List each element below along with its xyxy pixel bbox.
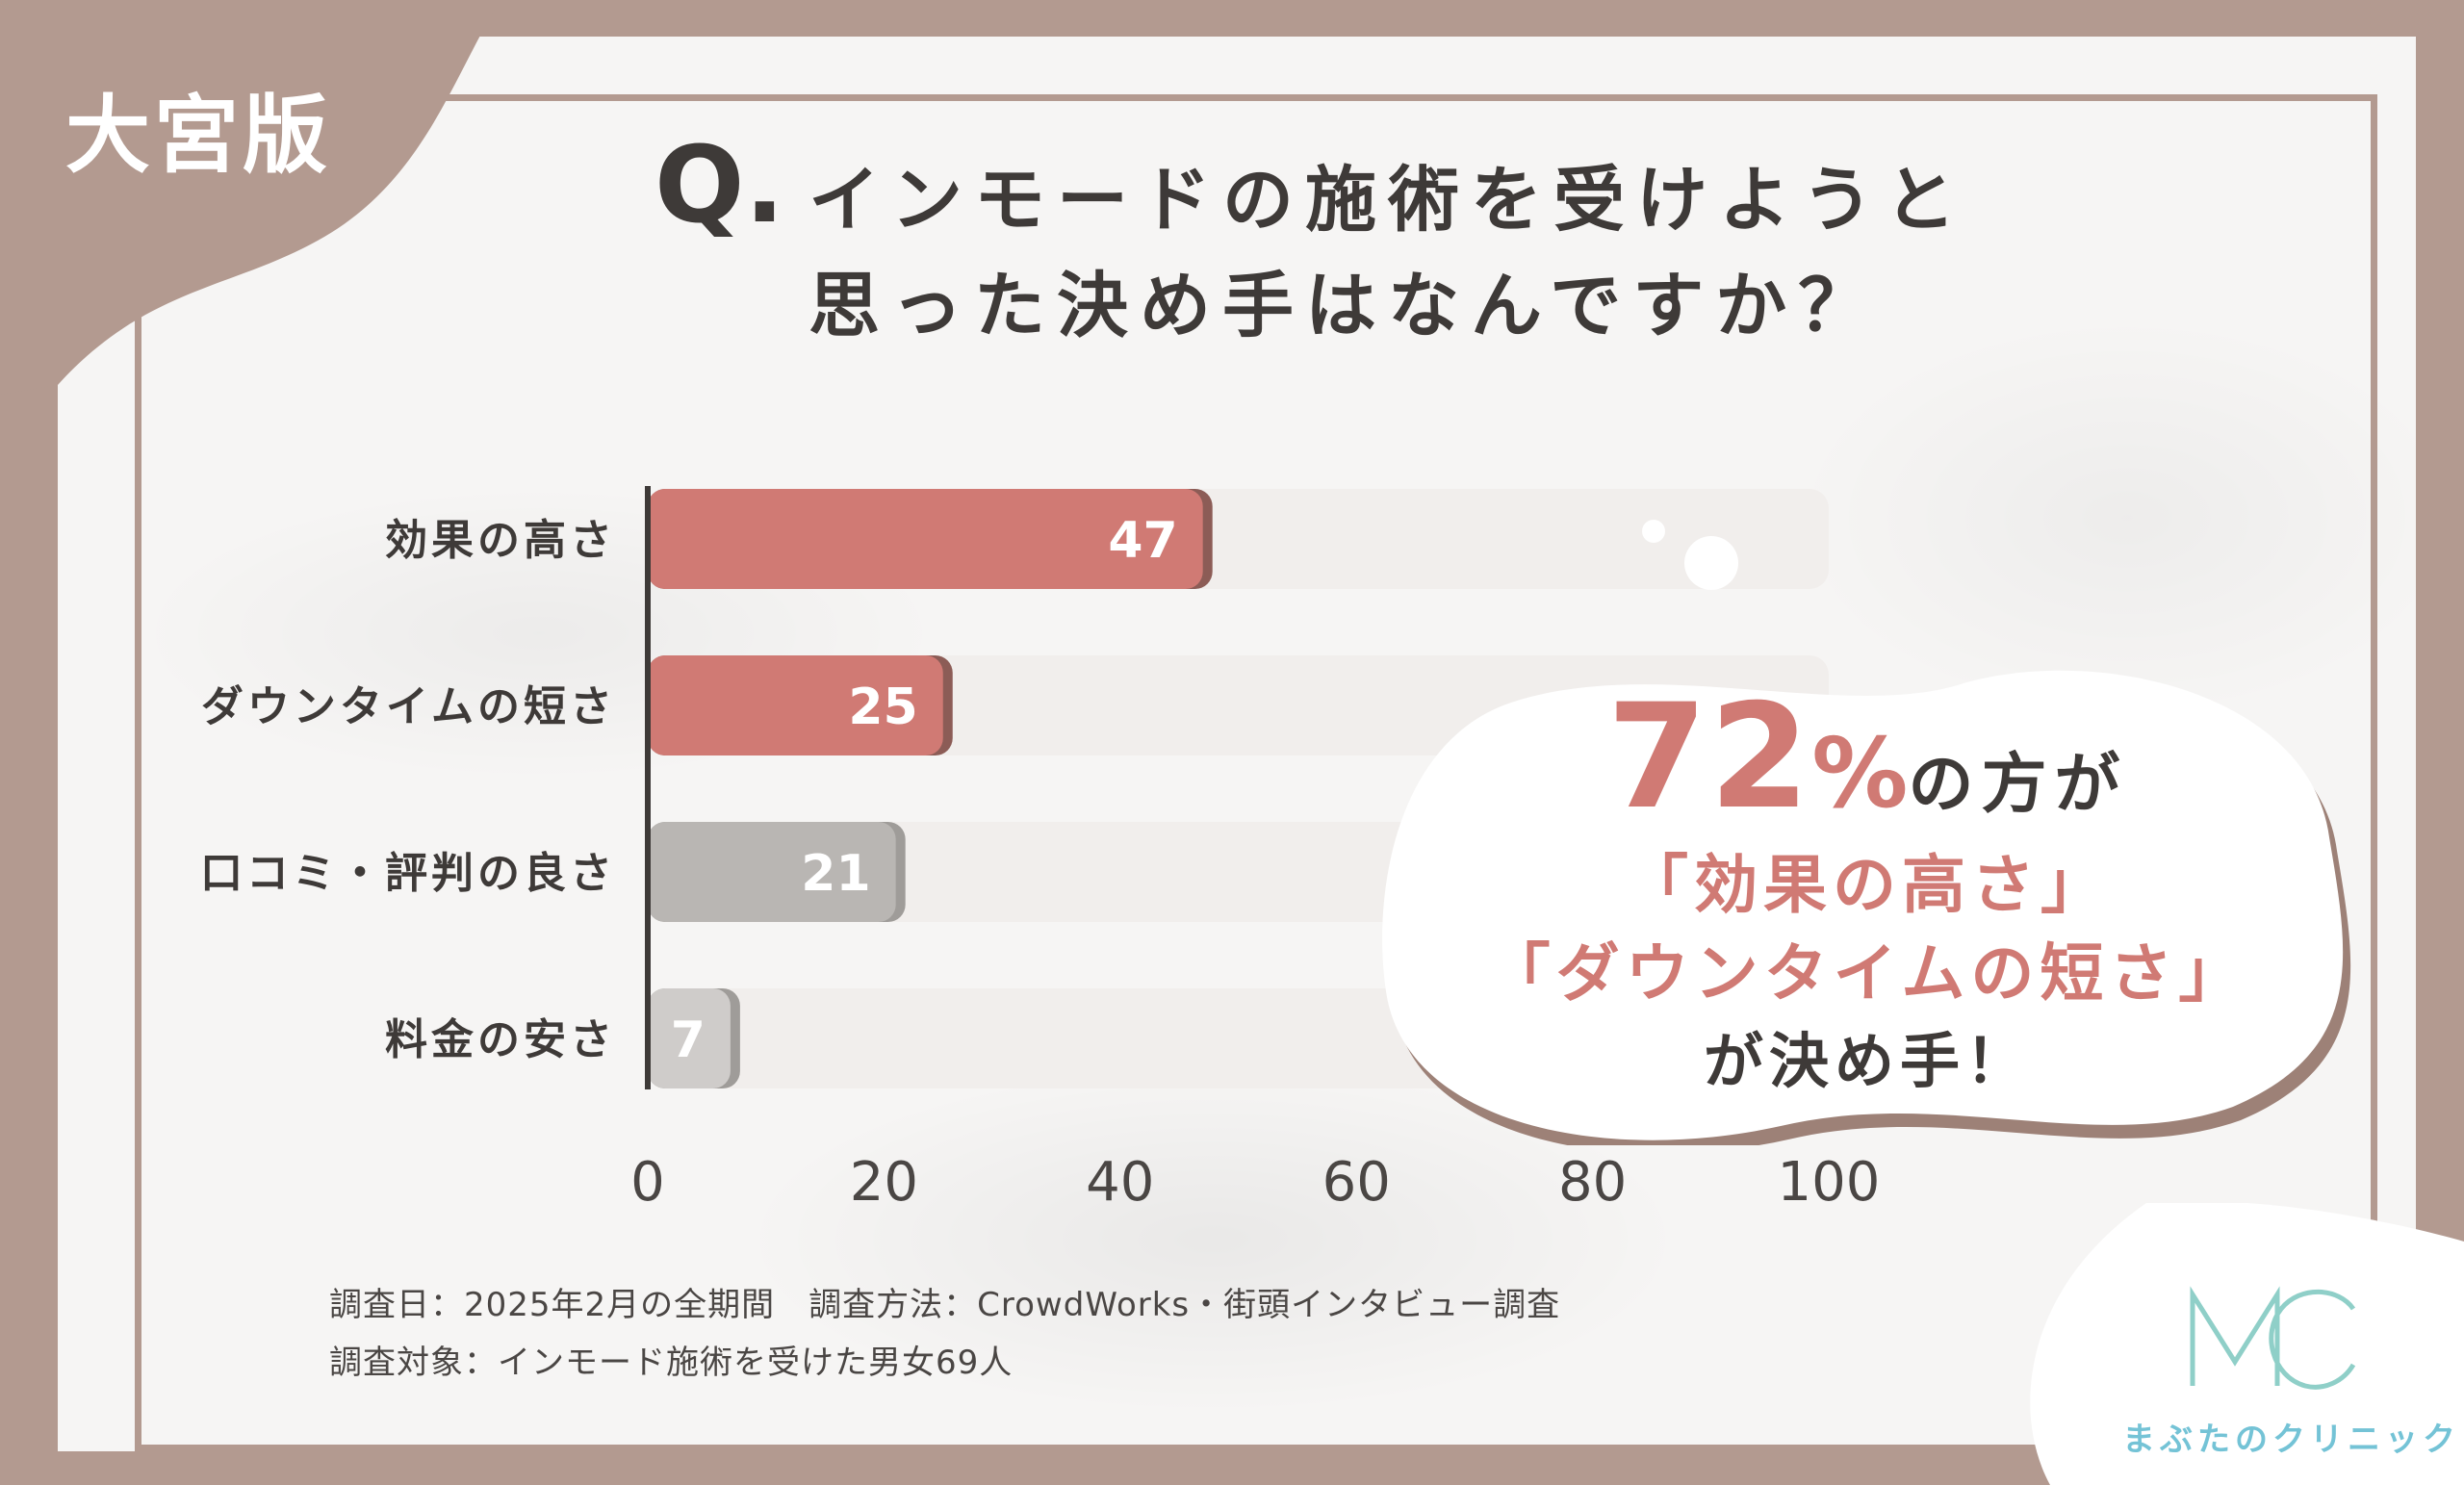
x-tick-label: 80 [1558,1151,1627,1214]
callout-text: 72%の方が 「効果の高さ」 「ダウンタイムの短さ」 が決め手！ [1367,674,2368,1105]
bar-value-label: 21 [801,845,870,903]
callout-percent-sign: % [1811,717,1909,830]
x-tick-label: 40 [1086,1151,1154,1214]
callout-conclusion: が決め手！ [1703,1026,2031,1096]
clinic-logo-icon [2190,1286,2356,1390]
decor-dot [1684,536,1738,590]
corner-blob [0,0,500,395]
bar [648,822,896,922]
bar-value-label: 25 [848,678,917,736]
decor-dot [1642,520,1665,543]
category-label: 効果の高さ [385,516,616,565]
bar-value-label: 7 [671,1011,706,1069]
bar-value-label: 47 [1108,512,1177,570]
category-label: ダウンタイムの短さ [201,682,616,731]
category-label: 料金の安さ [385,1015,616,1064]
callout-percent-suffix: の方が [1908,747,2128,823]
bar [648,655,943,755]
bar [648,489,1203,589]
callout-percent-number: 72 [1606,674,1812,841]
inner-border [135,94,2377,1451]
callout-quote-1: 「効果の高さ」 [1625,848,2110,922]
bar [648,988,731,1088]
callout-quote-2: 「ダウンタイムの短さ」 [1486,936,2248,1011]
corner-label: 大宮版 [65,86,332,185]
category-label: 口コミ・評判の良さ [200,849,616,898]
x-tick-label: 60 [1322,1151,1391,1214]
title-line-2: 思った決め手はなんですか？ [808,265,1882,347]
survey-note-1: 調査日：2025年2月の全期間 調査方法：CrowdWorks・街頭インタビュー… [329,1286,1561,1324]
x-tick-label: 0 [630,1151,665,1214]
clinic-name: まぶたのクリニック [2122,1421,2460,1459]
title-line-1: インモードの施術を受けようと [808,159,1967,242]
callout-bubble [1382,670,2351,1145]
survey-note-2: 調査対象：インモード施術を受けた男女69人 [329,1344,1014,1382]
question-mark-prefix: Q. [654,123,785,246]
x-tick-label: 100 [1778,1151,1881,1214]
callout-headline: 72%の方が [1367,674,2368,841]
x-tick-label: 20 [850,1151,918,1214]
